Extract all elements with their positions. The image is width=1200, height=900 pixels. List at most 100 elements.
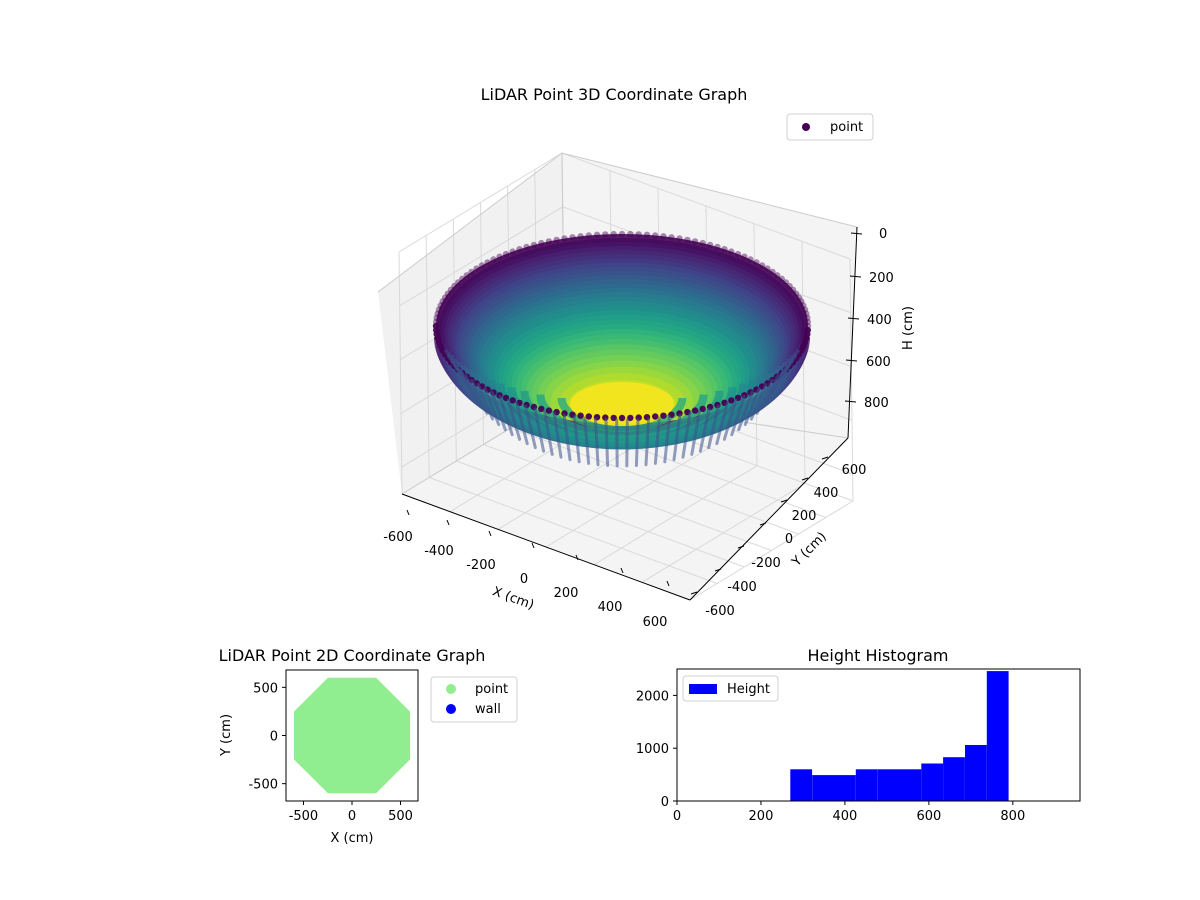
bowl-rim-point bbox=[516, 246, 523, 253]
bowl-rim-point bbox=[585, 232, 592, 239]
x-tick-label-2d: 0 bbox=[348, 809, 356, 824]
bowl-wall-column bbox=[515, 401, 529, 446]
y-tick-label: 200 bbox=[792, 509, 817, 524]
bowl-wall-column bbox=[690, 409, 702, 456]
x-tick-label: -600 bbox=[383, 530, 413, 545]
legend-2d: point wall bbox=[430, 676, 518, 723]
bowl-rim-point bbox=[668, 234, 675, 241]
bowl-wall-column bbox=[562, 413, 572, 462]
bowl-rim-point bbox=[484, 259, 491, 266]
bowl-rim-point bbox=[439, 298, 446, 305]
bowl-rim-point bbox=[728, 397, 735, 404]
bowl-rim-point bbox=[801, 306, 809, 313]
legend-2d-point-label: point bbox=[475, 682, 508, 697]
bowl-rim-point bbox=[593, 231, 601, 238]
bowl-rim-point bbox=[432, 322, 440, 330]
bowl-rim-point bbox=[509, 248, 516, 255]
x-tick-label: 200 bbox=[554, 586, 579, 601]
bowl-rim-point bbox=[789, 286, 797, 293]
bowl-rim-point bbox=[585, 413, 592, 420]
pane-floor bbox=[402, 395, 848, 600]
bowl-wall-column bbox=[573, 415, 581, 464]
bowl-rim-point bbox=[435, 306, 443, 313]
chart-3d-title: LiDAR Point 3D Coordinate Graph bbox=[481, 85, 748, 104]
bowl-wall-column bbox=[681, 411, 692, 459]
bowl-rim-point bbox=[660, 412, 667, 419]
bowl-rim-point bbox=[798, 298, 805, 305]
bowl-rim-point bbox=[699, 405, 706, 413]
bowl-rim-point bbox=[714, 243, 721, 251]
bowl-wall-column bbox=[443, 349, 465, 376]
bowl-rim-point bbox=[706, 241, 714, 249]
bowl-wall-column bbox=[583, 416, 591, 465]
y-tick-label-2d: -500 bbox=[248, 778, 278, 793]
y-tick-label: -400 bbox=[727, 580, 757, 595]
bowl-wall-column bbox=[552, 411, 563, 459]
histogram-bars bbox=[790, 671, 1009, 801]
bowl-rim-point bbox=[803, 310, 810, 317]
bowl-rim-point bbox=[553, 236, 560, 244]
histogram-bar bbox=[855, 769, 878, 801]
bowl-rim-point bbox=[778, 275, 785, 282]
bowl-rim-point bbox=[635, 231, 642, 238]
y-tick-label: -600 bbox=[705, 604, 735, 619]
bowl-wall-column bbox=[506, 398, 522, 441]
histogram-bar bbox=[877, 769, 900, 801]
x-tick-label: 600 bbox=[643, 615, 668, 630]
y-axis-line bbox=[689, 437, 849, 601]
bowl-rim-point bbox=[523, 243, 530, 251]
bowl-wall-column bbox=[663, 415, 671, 464]
bowl-underside-band bbox=[557, 397, 687, 432]
legend-3d-point-label: point bbox=[830, 120, 863, 135]
bowl-wall-column bbox=[483, 387, 501, 426]
y-tick-label-hist: 2000 bbox=[636, 689, 669, 704]
legend-3d-point-marker bbox=[802, 123, 810, 131]
histogram-bar bbox=[921, 763, 944, 801]
bowl-wall-column bbox=[524, 404, 537, 450]
bowl-rim-point bbox=[509, 397, 516, 404]
bowl-rim-point bbox=[569, 234, 576, 241]
legend-3d: point bbox=[786, 113, 874, 141]
bowl-rim-point bbox=[545, 238, 553, 245]
legend-2d-wall-marker bbox=[446, 704, 456, 714]
histogram-title: Height Histogram bbox=[808, 646, 949, 665]
x-tick-label: 0 bbox=[520, 572, 528, 587]
bowl-rim-point bbox=[758, 262, 766, 269]
bowl-wall-column bbox=[760, 374, 780, 409]
chart-3d: LiDAR Point 3D Coordinate Graph -600 -40… bbox=[377, 85, 916, 630]
x-tick-label-2d: 500 bbox=[388, 809, 413, 824]
bowl-rim-point bbox=[769, 268, 776, 276]
x-tick-label-hist: 800 bbox=[1000, 809, 1025, 824]
z-tick-label: 600 bbox=[866, 355, 891, 370]
y-axis-label: Y (cm) bbox=[789, 529, 830, 570]
bowl-rim-point bbox=[463, 272, 470, 279]
x-axis-line bbox=[401, 493, 691, 601]
bowl-rim-point bbox=[561, 235, 568, 242]
x-axis-label: X (cm) bbox=[490, 584, 536, 613]
bowl-rim-point bbox=[618, 414, 626, 422]
y-tick-label-hist: 0 bbox=[661, 795, 669, 810]
histogram-frame bbox=[676, 668, 1081, 802]
bowl-rim-point bbox=[496, 253, 503, 260]
y-axis-label-2d: Y (cm) bbox=[219, 714, 234, 757]
bowl-rim-point bbox=[490, 256, 497, 263]
bowl-wall-column bbox=[476, 383, 495, 421]
bowl-rim-point bbox=[747, 256, 754, 263]
y-tick-label: -200 bbox=[751, 556, 781, 571]
histogram-bar bbox=[812, 775, 834, 801]
legend-histogram-label: Height bbox=[727, 682, 770, 697]
bowl-rim-point bbox=[804, 314, 811, 321]
bowl-rim-point bbox=[444, 290, 452, 297]
bowl-wall-column bbox=[730, 394, 746, 437]
bowl-rim-point bbox=[800, 302, 807, 309]
bowl-rim-point bbox=[468, 268, 475, 276]
bowl-rim-point bbox=[795, 294, 803, 301]
z-axis-label: H (cm) bbox=[901, 306, 916, 350]
bowl-rim-point bbox=[728, 248, 735, 255]
bowl-point-cloud bbox=[432, 230, 812, 468]
histogram-bar bbox=[965, 745, 987, 801]
bowl-rim-point bbox=[721, 246, 728, 253]
legend-2d-wall-label: wall bbox=[475, 702, 501, 717]
bowl-rim-point bbox=[473, 265, 480, 272]
bowl-rim-point bbox=[577, 233, 584, 240]
